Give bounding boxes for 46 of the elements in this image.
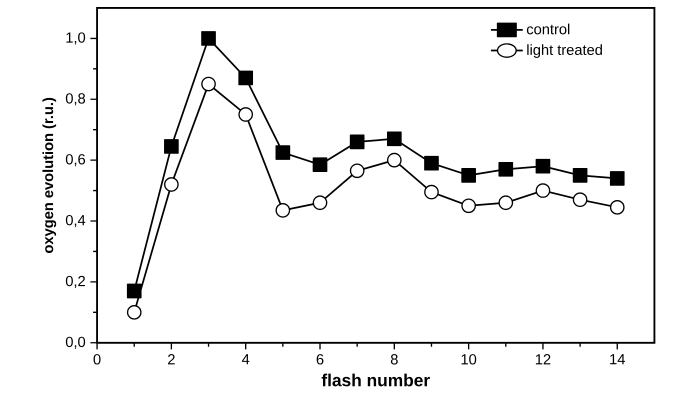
point	[164, 139, 179, 154]
point	[498, 195, 514, 210]
x-axis-title: flash number	[322, 374, 430, 386]
y-tick-label: 0,0	[66, 336, 86, 349]
y-tick-label: 0,6	[66, 154, 86, 166]
point	[201, 31, 216, 46]
point	[572, 192, 588, 208]
y-tick-label: 1,0	[66, 32, 86, 45]
point	[424, 184, 439, 200]
x-tick-label: 8	[390, 354, 398, 365]
point	[386, 152, 402, 168]
point	[498, 162, 514, 177]
point	[126, 305, 142, 320]
point	[386, 132, 402, 146]
point	[238, 70, 254, 86]
y-tick-label: 0,8	[66, 93, 86, 106]
point	[238, 107, 254, 122]
point	[312, 195, 328, 210]
y-tick-label: 0,4	[66, 215, 86, 228]
x-tick-label: 6	[316, 354, 324, 365]
point	[276, 145, 290, 160]
point	[610, 200, 625, 215]
point	[461, 168, 476, 183]
x-tick-label: 12	[536, 354, 550, 364]
point	[424, 156, 439, 171]
point	[276, 203, 290, 218]
point	[350, 164, 364, 178]
point	[126, 284, 142, 298]
legend-label: control	[526, 24, 570, 34]
point	[350, 134, 364, 150]
point	[536, 183, 550, 198]
point	[461, 198, 476, 214]
point	[201, 76, 216, 92]
point	[572, 168, 588, 183]
x-tick-label: 14	[610, 354, 625, 364]
point	[312, 157, 328, 172]
x-tick-label: 10	[462, 354, 476, 365]
x-tick-label: 4	[242, 354, 250, 364]
x-tick-label: 2	[168, 354, 175, 364]
legend-label: light treated	[527, 44, 602, 58]
x-tick-label: 0	[94, 354, 101, 365]
point	[164, 177, 179, 192]
point	[610, 171, 625, 186]
y-tick-label: 0,2	[66, 276, 85, 288]
point	[536, 158, 550, 174]
y-axis-title: oxygen evolution (r.u.)	[42, 98, 56, 254]
